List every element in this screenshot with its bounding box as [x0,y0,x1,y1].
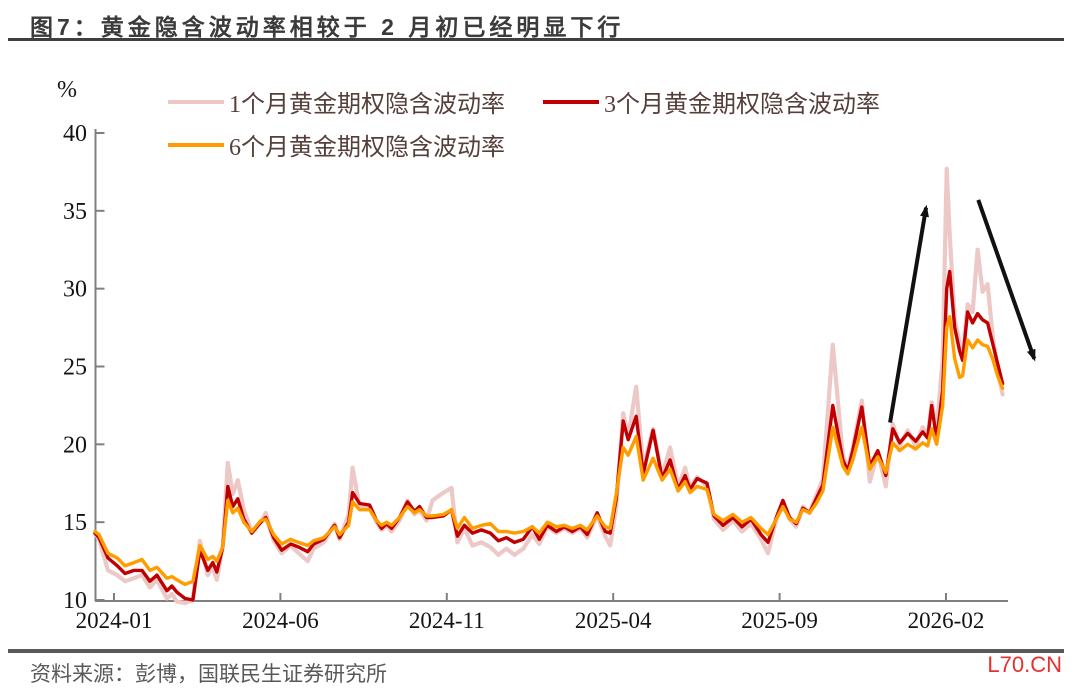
legend-row-2: 6个月黄金期权隐含波动率 [168,123,880,166]
series-line-1 [93,269,1005,602]
watermark-logo: L70.CN [987,652,1062,677]
chart-legend: 1个月黄金期权隐含波动率 3个月黄金期权隐含波动率 6个月黄金期权隐含波动率 [168,80,880,166]
x-tick-label: 2025-09 [741,608,818,633]
legend-label-3m: 3个月黄金期权隐含波动率 [604,92,880,118]
y-tick-label: 25 [63,354,87,380]
y-axis-unit-label: % [57,77,77,103]
y-tick-label: 15 [63,510,87,536]
annotation-arrow-up [888,204,929,423]
figure-title: 图7：黄金隐含波动率相较于 2 月初已经明显下行 [30,14,625,40]
x-tick-label: 2024-11 [409,608,485,633]
source-note: 资料来源：彭博，国联民生证券研究所 [30,663,387,686]
x-tick-label: 2025-04 [575,608,652,633]
legend-row-1: 1个月黄金期权隐含波动率 3个月黄金期权隐含波动率 [168,80,880,123]
footer-divider [8,649,1064,653]
legend-swatch-1m [168,99,224,104]
title-divider [8,38,1064,41]
legend-swatch-3m [543,99,599,104]
x-tick-label: 2024-06 [242,608,319,633]
legend-item-6m: 6个月黄金期权隐含波动率 [168,127,505,162]
series-line-0 [92,166,1005,606]
y-tick-label: 35 [63,199,87,225]
x-tick-label: 2026-02 [908,608,985,633]
x-tick-label: 2024-01 [76,608,153,633]
y-tick-label: 40 [63,121,87,147]
legend-label-6m: 6个月黄金期权隐含波动率 [229,135,505,161]
series-line-2 [93,315,1005,587]
y-tick-label: 20 [63,432,87,458]
annotation-arrow-down [976,199,1037,362]
legend-label-1m: 1个月黄金期权隐含波动率 [229,92,505,118]
legend-item-3m: 3个月黄金期权隐含波动率 [543,84,880,119]
legend-item-1m: 1个月黄金期权隐含波动率 [168,84,505,119]
y-tick-label: 30 [63,277,87,303]
y-tick-label: 10 [63,588,87,614]
legend-swatch-6m [168,142,224,147]
